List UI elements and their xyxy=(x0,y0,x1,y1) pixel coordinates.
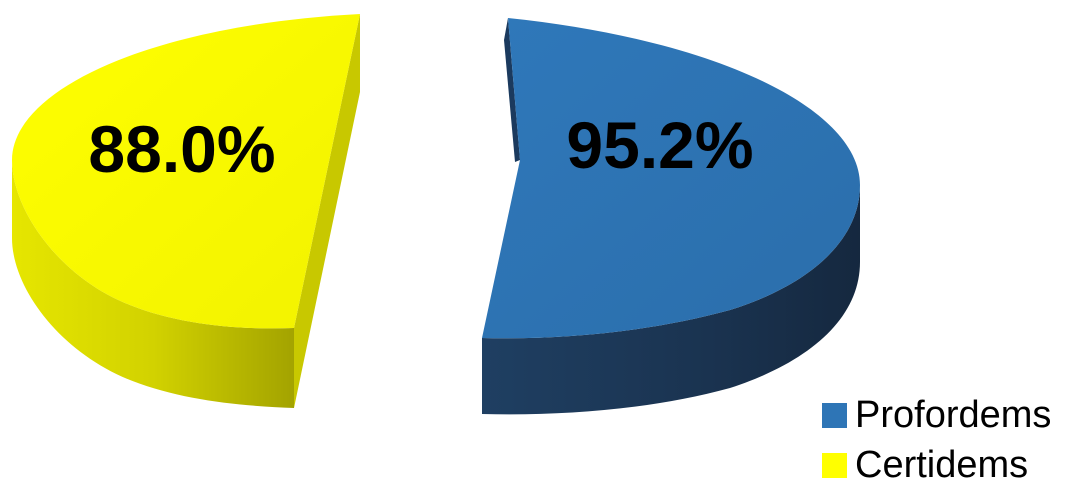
pie-slice-profordems-side xyxy=(482,185,860,415)
legend-swatch-profordems xyxy=(822,402,847,428)
pie-slice-certidems-cut-edge xyxy=(294,14,360,408)
legend-label-certidems: Certidems xyxy=(855,444,1029,486)
pie-slice-certidems xyxy=(12,14,360,408)
chart-legend: Profordems Certidems xyxy=(822,390,1072,490)
pie-slice-certidems-top xyxy=(12,14,360,329)
pie-slice-profordems-cut-edge xyxy=(504,18,520,162)
legend-swatch-certidems xyxy=(822,452,847,478)
pie-slice-certidems-side xyxy=(12,160,294,408)
pie-slice-profordems xyxy=(482,18,860,415)
pie-slice-profordems-top xyxy=(482,18,860,339)
pie-label-certidems: 88.0% xyxy=(88,112,275,186)
legend-item-certidems: Certidems xyxy=(822,440,1072,490)
legend-label-profordems: Profordems xyxy=(855,394,1052,436)
legend-item-profordems: Profordems xyxy=(822,390,1072,440)
pie-label-profordems: 95.2% xyxy=(566,108,753,182)
